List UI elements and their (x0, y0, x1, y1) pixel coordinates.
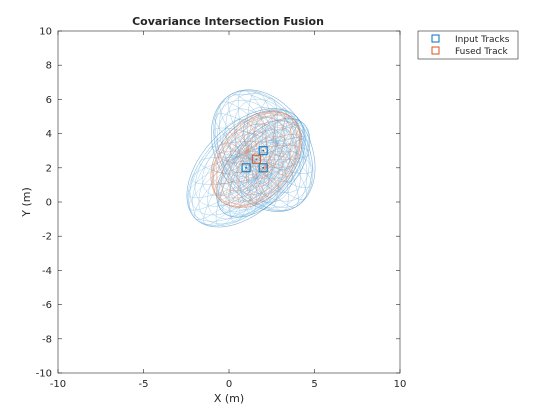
mesh-meridian (188, 157, 257, 211)
x-tick-label: 5 (311, 379, 317, 390)
input-track-ellipse (216, 118, 311, 218)
mesh-meridian (211, 151, 267, 185)
mesh-meridian (246, 114, 267, 168)
fused-track-ellipse (210, 110, 303, 209)
input-track-center (262, 149, 265, 152)
ellipse-outline (186, 108, 306, 228)
y-tick-label: 0 (46, 198, 52, 209)
mesh-meridian (229, 160, 272, 217)
mesh-meridian (249, 97, 278, 159)
mesh-meridian (247, 91, 277, 159)
mesh-meridian (217, 160, 272, 197)
mesh-meridian (246, 151, 289, 177)
legend: Input Tracks Fused Track (417, 30, 519, 60)
mesh-meridian (246, 151, 279, 188)
y-tick-label: -2 (42, 232, 52, 243)
mesh-meridian (246, 145, 300, 168)
y-tick-label: 8 (46, 61, 52, 72)
fused-track-center (255, 158, 258, 161)
mesh-meridian (255, 160, 300, 176)
ellipse-outline (216, 118, 311, 218)
legend-marker-fused-track (431, 46, 440, 55)
mesh-meridian (226, 160, 272, 176)
mesh-meridian (255, 119, 297, 176)
mesh-meridian (255, 160, 281, 195)
legend-label-fused-track: Fused Track (455, 47, 509, 57)
mesh-meridian (255, 119, 288, 176)
x-tick-label: -10 (50, 379, 66, 390)
mesh-meridian (187, 157, 257, 198)
input-track-point (241, 163, 251, 173)
y-tick-label: 10 (39, 27, 52, 38)
mesh-meridian (245, 151, 267, 204)
input-track-center (262, 166, 265, 169)
input-track-center (245, 166, 248, 169)
mesh-meridian (255, 160, 272, 205)
x-axis-label: X (m) (214, 392, 244, 405)
y-tick-label: -6 (42, 300, 52, 311)
input-track-point (258, 146, 268, 156)
mesh-meridian (246, 151, 270, 197)
mesh-meridian (220, 160, 272, 185)
legend-marker-input-tracks (431, 34, 440, 43)
y-tick-label: -4 (42, 266, 52, 277)
x-tick-label: -5 (139, 379, 149, 390)
track-markers (241, 146, 268, 173)
mesh-meridian (224, 142, 267, 168)
y-tick-label: -10 (36, 369, 52, 380)
input-track-point (258, 163, 268, 173)
fused-track-point (251, 154, 261, 164)
mesh-meridian (246, 111, 276, 168)
y-tick-label: 4 (46, 129, 52, 140)
mesh-meridian (215, 157, 257, 226)
mesh-meridian (213, 127, 277, 159)
y-axis-label: Y (m) (20, 187, 33, 218)
covariance-ellipses (186, 89, 316, 228)
axis-ticks: -10 -5 0 5 10 -10 -8 -6 -4 -2 0 2 4 6 8 10 (36, 27, 407, 391)
mesh-meridian (215, 141, 277, 159)
mesh-meridian (214, 151, 267, 195)
mesh-meridian (227, 151, 267, 207)
y-tick-label: 6 (46, 95, 52, 106)
mesh-meridian (246, 134, 301, 168)
mesh-meridian (255, 160, 292, 183)
y-tick-label: -8 (42, 334, 52, 345)
mesh-meridian (246, 112, 285, 168)
mesh-meridian (249, 136, 306, 159)
legend-label-input-tracks: Input Tracks (455, 35, 510, 45)
mesh-meridian (246, 123, 299, 168)
mesh-meridian (234, 130, 267, 168)
mesh-meridian (239, 160, 272, 217)
x-tick-label: 0 (226, 379, 232, 390)
y-tick-label: 2 (46, 163, 52, 174)
chart-title: Covariance Intersection Fusion (132, 15, 324, 28)
mesh-meridian (237, 151, 267, 207)
ellipse-outline (210, 110, 303, 209)
ellipse-outline (210, 89, 316, 212)
x-tick-label: 10 (394, 379, 407, 390)
